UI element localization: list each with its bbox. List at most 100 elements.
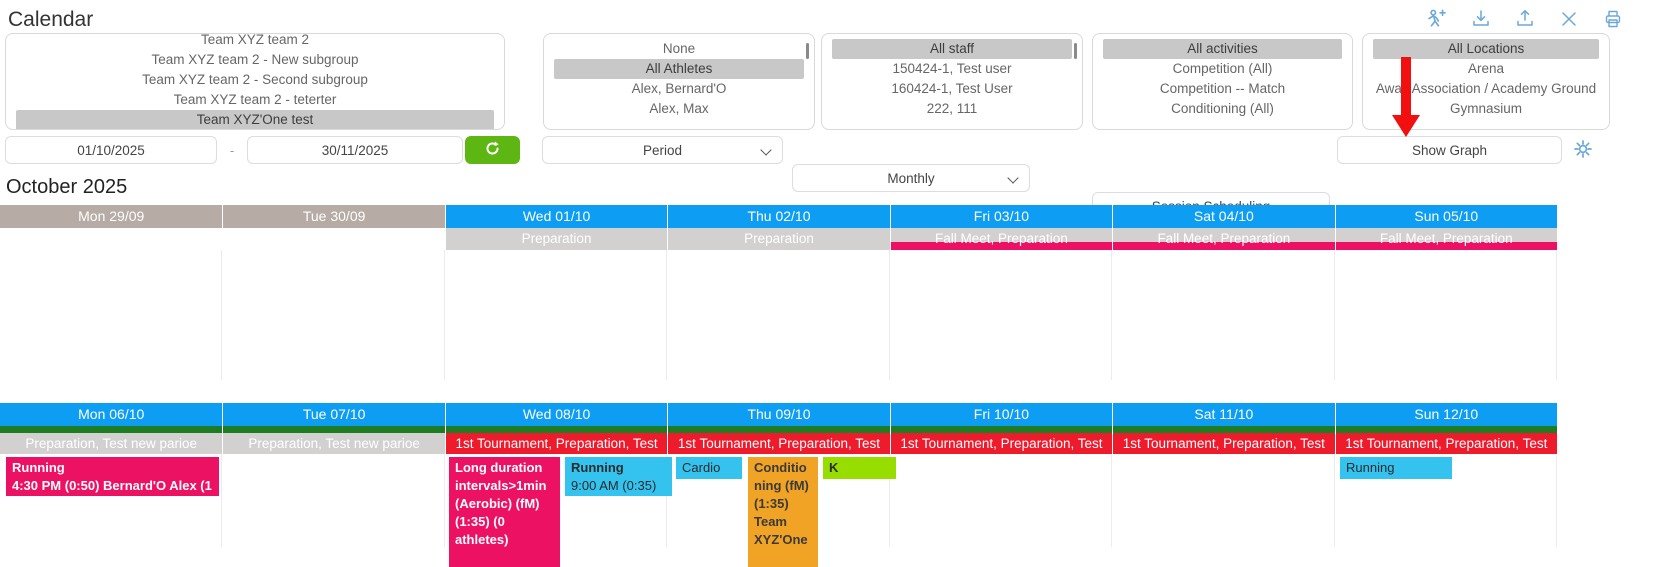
team-option[interactable]: Team XYZ team 2 - New subgroup bbox=[151, 52, 359, 67]
multiday-event-preparation-test[interactable]: Preparation, Test new parioe bbox=[0, 426, 223, 454]
day-header[interactable]: Sat 11/10 bbox=[1112, 403, 1335, 426]
event-title: Cardio bbox=[682, 460, 721, 475]
download-icon[interactable] bbox=[1470, 8, 1492, 30]
day-header[interactable]: Thu 02/10 bbox=[667, 205, 890, 228]
staff-option[interactable]: 160424-1, Test User bbox=[891, 81, 1013, 96]
day-cell[interactable] bbox=[1335, 250, 1557, 380]
location-option[interactable]: Away Association / Academy Ground bbox=[1375, 81, 1597, 96]
day-cell[interactable] bbox=[890, 454, 1113, 547]
team-option[interactable]: Team XYZ team 2 - teterter bbox=[173, 92, 337, 107]
show-graph-button[interactable]: Show Graph bbox=[1337, 136, 1562, 164]
date-from-input[interactable]: 01/10/2025 bbox=[5, 136, 217, 164]
team-option-selected[interactable]: Team XYZ'One test bbox=[16, 110, 494, 129]
multiday-event-preparation-test[interactable]: Preparation, Test new parioe bbox=[222, 426, 445, 454]
refresh-button[interactable] bbox=[465, 136, 520, 164]
scrollbar-thumb[interactable] bbox=[1074, 43, 1077, 59]
event-k-thu[interactable]: K bbox=[823, 457, 896, 479]
activity-option-selected[interactable]: All activities bbox=[1103, 39, 1342, 59]
upload-icon[interactable] bbox=[1514, 8, 1536, 30]
event-running-mon[interactable]: Running 4:30 PM (0:50) Bernard'O Alex (1 bbox=[6, 457, 219, 496]
day-header[interactable]: Fri 10/10 bbox=[889, 403, 1113, 426]
multiday-event-fall-meet[interactable]: Fall Meet, Preparation bbox=[1334, 228, 1557, 250]
day-cell[interactable] bbox=[890, 250, 1113, 380]
day-header[interactable]: Mon 29/09 bbox=[0, 205, 223, 228]
period-dropdown[interactable]: Period bbox=[542, 136, 783, 164]
day-header[interactable]: Tue 30/09 bbox=[222, 205, 445, 228]
event-title: Running bbox=[1346, 460, 1395, 475]
athlete-option[interactable]: Alex, Bernard'O bbox=[631, 81, 727, 96]
day-cell[interactable] bbox=[1335, 454, 1557, 547]
day-header[interactable]: Sat 04/10 bbox=[1112, 205, 1335, 228]
week1-body bbox=[0, 250, 1557, 380]
multiday-event-tournament[interactable]: 1st Tournament, Preparation, Test bbox=[667, 426, 890, 454]
fall-meet-bar bbox=[890, 242, 1113, 250]
runner-plus-icon[interactable] bbox=[1424, 8, 1448, 30]
test-new-parioe-bar bbox=[0, 426, 223, 433]
athlete-filter-listbox[interactable]: None All Athletes Alex, Bernard'O Alex, … bbox=[543, 33, 815, 130]
day-header[interactable]: Wed 08/10 bbox=[444, 403, 668, 426]
activity-option[interactable]: Competition (All) bbox=[1172, 61, 1273, 76]
activity-filter-listbox[interactable]: All activities Competition (All) Competi… bbox=[1092, 33, 1353, 130]
day-header[interactable]: Sun 12/10 bbox=[1334, 403, 1557, 426]
scrollbar-thumb[interactable] bbox=[806, 43, 809, 59]
event-running-wed[interactable]: Running 9:00 AM (0:35) bbox=[565, 457, 672, 496]
location-option[interactable]: Arena bbox=[1467, 61, 1505, 76]
team-option[interactable]: Team XYZ team 2 - Second subgroup bbox=[142, 72, 368, 87]
day-cell[interactable] bbox=[222, 250, 445, 380]
multiday-event-tournament[interactable]: 1st Tournament, Preparation, Test bbox=[1334, 426, 1557, 454]
day-cell[interactable] bbox=[222, 454, 445, 547]
staff-option-selected[interactable]: All staff bbox=[832, 39, 1072, 59]
day-header[interactable]: Wed 01/10 bbox=[444, 205, 668, 228]
multiday-event-preparation[interactable]: Preparation bbox=[667, 228, 890, 250]
day-cell[interactable] bbox=[1112, 454, 1335, 547]
athlete-option[interactable]: Alex, Max bbox=[649, 101, 709, 116]
event-label: Fall Meet, Preparation bbox=[935, 231, 1068, 246]
close-icon[interactable] bbox=[1558, 8, 1580, 30]
activity-option[interactable]: Competition -- Match bbox=[1159, 81, 1286, 96]
multiday-event-fall-meet[interactable]: Fall Meet, Preparation bbox=[889, 228, 1113, 250]
team-option[interactable]: Team XYZ team 2 bbox=[200, 33, 310, 47]
day-cell[interactable] bbox=[1112, 250, 1335, 380]
day-header[interactable]: Sun 05/10 bbox=[1334, 205, 1557, 228]
athlete-option-selected[interactable]: All Athletes bbox=[554, 59, 804, 79]
team-filter-listbox[interactable]: Team XYZ team 2 Team XYZ team 2 - New su… bbox=[5, 33, 505, 130]
athlete-option[interactable]: None bbox=[662, 41, 696, 56]
day-cell[interactable] bbox=[445, 454, 668, 547]
date-to-input[interactable]: 30/11/2025 bbox=[247, 136, 463, 164]
event-long-duration-intervals-wed[interactable]: Long duration intervals>1min (Aerobic) (… bbox=[449, 457, 560, 567]
event-cardio-thu[interactable]: Cardio bbox=[676, 457, 742, 479]
event-label: 1st Tournament, Preparation, Test bbox=[455, 436, 658, 451]
day-header[interactable]: Fri 03/10 bbox=[889, 205, 1113, 228]
event-title: Long duration intervals>1min (Aerobic) (… bbox=[455, 460, 547, 547]
event-title: Running bbox=[12, 460, 65, 475]
view-dropdown[interactable]: Monthly bbox=[792, 164, 1030, 192]
refresh-icon bbox=[483, 139, 502, 161]
location-option[interactable]: Gymnasium bbox=[1449, 101, 1522, 116]
day-header[interactable]: Thu 09/10 bbox=[667, 403, 890, 426]
multiday-event-fall-meet[interactable]: Fall Meet, Preparation bbox=[1112, 228, 1335, 250]
day-header[interactable]: Mon 06/10 bbox=[0, 403, 223, 426]
day-cell[interactable] bbox=[445, 250, 668, 380]
day-cell[interactable] bbox=[0, 454, 223, 547]
event-running-sun[interactable]: Running bbox=[1340, 457, 1452, 479]
period-dropdown-value: Period bbox=[642, 142, 683, 158]
multiday-event-tournament[interactable]: 1st Tournament, Preparation, Test bbox=[1112, 426, 1335, 454]
day-cell[interactable] bbox=[667, 454, 890, 547]
activity-option[interactable]: Conditioning (All) bbox=[1171, 101, 1274, 116]
location-option-selected[interactable]: All Locations bbox=[1373, 39, 1599, 59]
day-cell[interactable] bbox=[0, 250, 223, 380]
staff-filter-listbox[interactable]: All staff 150424-1, Test user 160424-1, … bbox=[821, 33, 1083, 130]
multiday-event-tournament[interactable]: 1st Tournament, Preparation, Test bbox=[889, 426, 1113, 454]
staff-option[interactable]: 150424-1, Test user bbox=[892, 61, 1012, 76]
multiday-event-tournament[interactable]: 1st Tournament, Preparation, Test bbox=[444, 426, 668, 454]
day-cell[interactable] bbox=[667, 250, 890, 380]
day-header[interactable]: Tue 07/10 bbox=[222, 403, 445, 426]
fall-meet-bar bbox=[1335, 242, 1557, 250]
test-new-parioe-bar bbox=[668, 426, 890, 433]
printer-icon[interactable] bbox=[1602, 8, 1624, 30]
staff-option[interactable]: 222, 111 bbox=[926, 101, 978, 116]
event-conditioning-thu[interactable]: Conditioning (fM) (1:35) Team XYZ'One bbox=[748, 457, 818, 567]
event-label: 1st Tournament, Preparation, Test bbox=[900, 436, 1103, 451]
multiday-event-preparation[interactable]: Preparation bbox=[444, 228, 668, 250]
gear-icon[interactable] bbox=[1572, 138, 1594, 165]
